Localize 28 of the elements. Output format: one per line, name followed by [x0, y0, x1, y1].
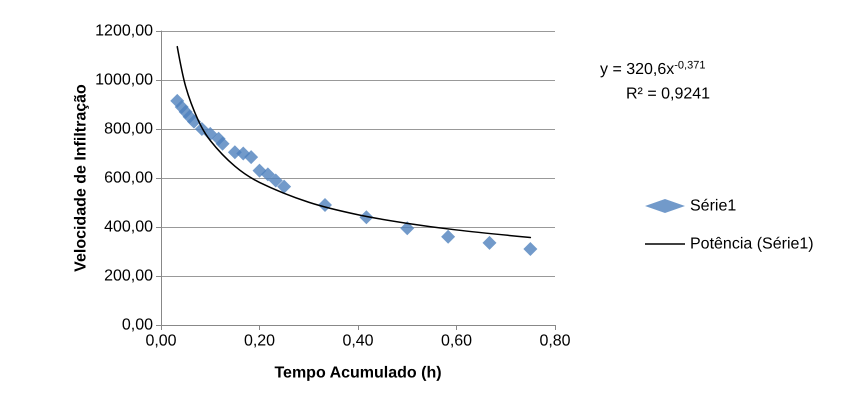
point [441, 230, 456, 244]
x-tick-label: 0,40 [342, 332, 374, 350]
x-tick-label: 0,00 [145, 332, 177, 350]
point [482, 236, 496, 250]
legend-label: Série1 [690, 198, 736, 214]
legend-label: Potência (Série1) [690, 236, 814, 252]
point [252, 164, 266, 178]
y-tick-label: 800,00 [104, 120, 154, 138]
x-tick-label: 0,20 [244, 332, 276, 350]
point [260, 167, 275, 182]
y-tick-label: 1000,00 [95, 72, 154, 88]
point [244, 150, 258, 164]
point [400, 221, 414, 236]
x-tick-label: 0,80 [539, 332, 571, 350]
point [268, 173, 283, 188]
text: R² = 0,9241 [626, 86, 710, 102]
point [186, 114, 201, 129]
point [277, 180, 292, 194]
point [523, 242, 538, 256]
y-tick-label: 200,00 [104, 268, 154, 284]
x-tick-label: 0,60 [440, 332, 472, 350]
y-tick-label: 1200,00 [95, 22, 154, 40]
y-tick-label: 600,00 [104, 170, 154, 186]
x-axis-title: Tempo Acumulado (h) [274, 364, 442, 382]
point [216, 136, 230, 151]
y-axis-title: Velocidade de Infiltração [72, 84, 90, 272]
y-tick-label: 400,00 [104, 218, 154, 236]
y-tick-label: 0,00 [122, 316, 154, 334]
